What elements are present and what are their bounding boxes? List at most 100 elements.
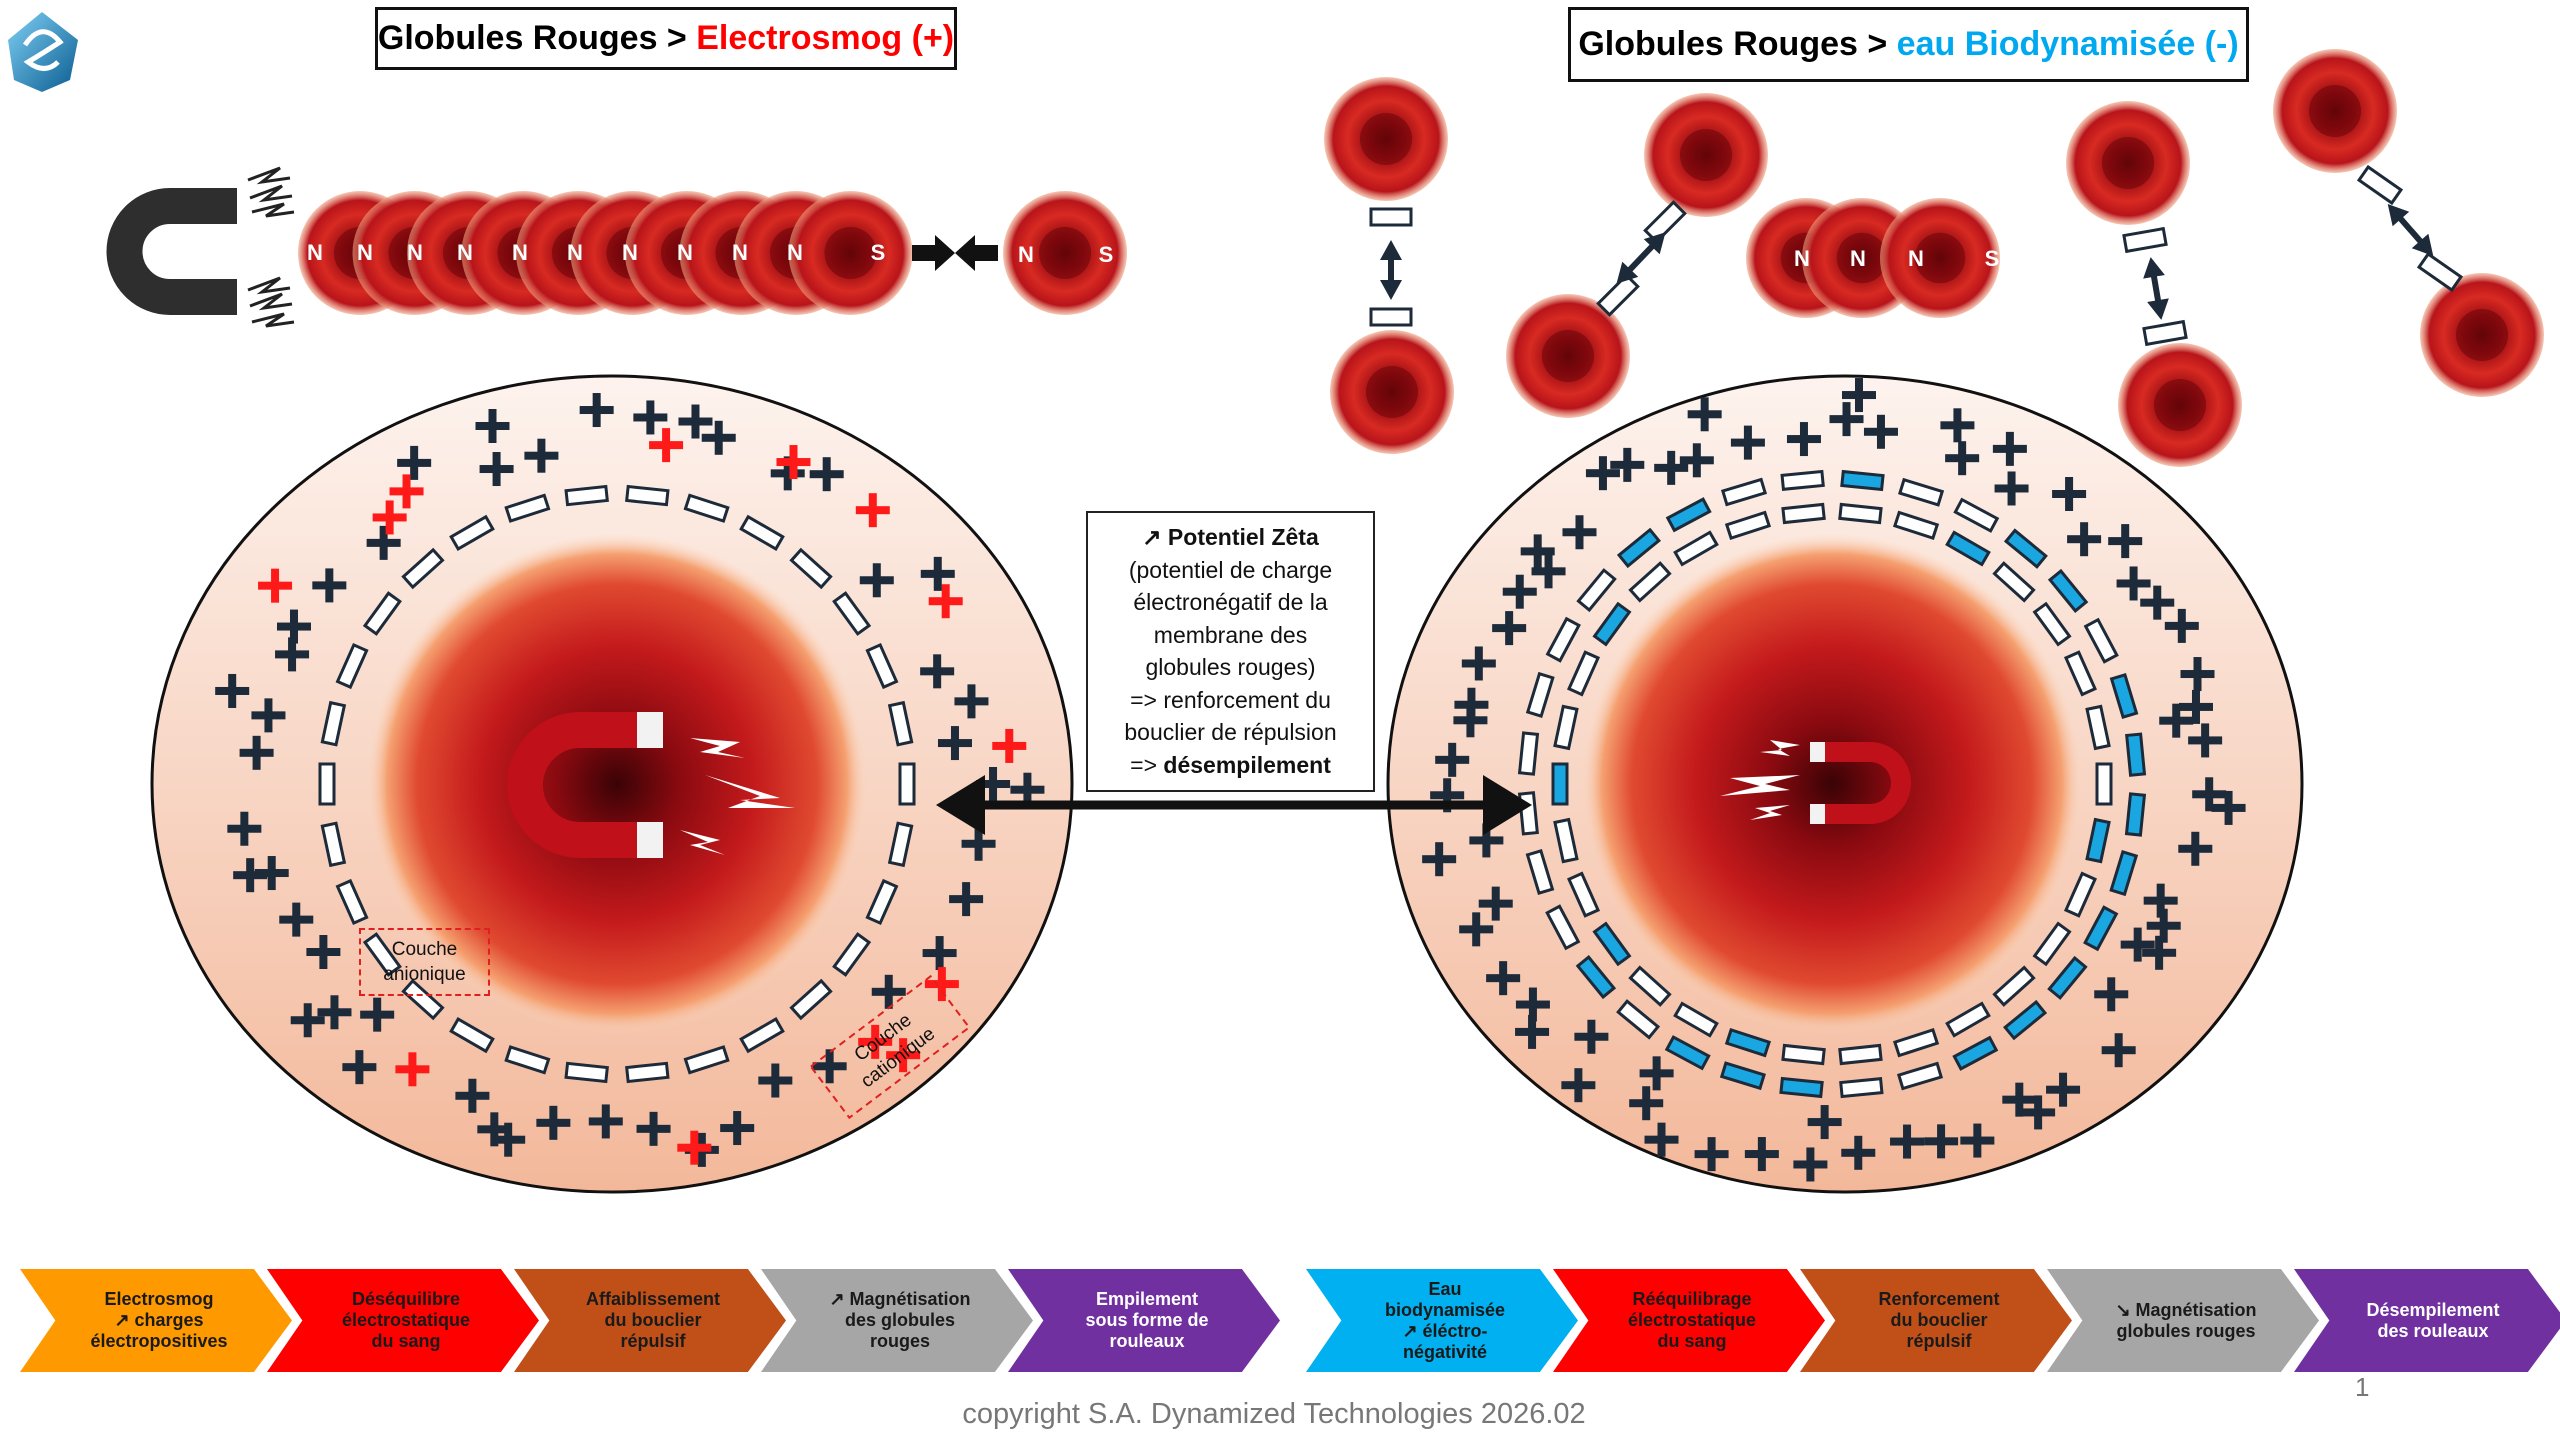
red-blood-cell [1003,191,1127,315]
positive-charge [1454,687,1489,722]
process-step-text: du sang [371,1331,441,1351]
positive-charge [636,1111,671,1146]
red-blood-cell [1644,93,1768,217]
process-step-text: ↗ Magnétisation [829,1289,971,1309]
positive-charge [1841,378,1876,413]
positive-charge [276,609,311,644]
positive-charge [312,568,347,603]
positive-charge [1515,987,1550,1022]
zeta-potential-info-box: ↗ Potentiel Zêta (potentiel de charge él… [1086,511,1375,792]
positive-charge [455,1078,490,1113]
negative-charge [625,1061,670,1084]
negative-charge [564,1061,609,1084]
negative-charge [2085,704,2111,751]
process-step: Electrosmog ↗ charges électropositives [20,1269,292,1372]
process-step: ↘ Magnétisation globules rouges [2047,1269,2319,1372]
negative-charge [1952,1035,1999,1071]
positive-charge [920,556,955,591]
negative-charge [887,821,914,868]
positive-charge [633,400,668,435]
pole-label: S [871,240,886,265]
positive-charge [1890,1124,1925,1159]
positive-charge [2002,1082,2037,1117]
copyright: copyright S.A. Dynamized Technologies 20… [962,1398,1586,1430]
positive-charge [536,1105,571,1140]
positive-charge [920,654,955,689]
negative-charge [865,878,899,926]
positive-charge [290,1003,325,1038]
positive-charge [2192,777,2227,812]
negative-charge [683,1045,730,1075]
process-step-text: Electrosmog [104,1289,214,1309]
process-step-text: des globules [844,1310,956,1330]
positive-charge [215,673,250,708]
process-step-text: sous forme de [1085,1310,1209,1330]
positive-charge [2116,566,2151,601]
process-step-text: électrostatique [1627,1310,1757,1330]
process-step: Empilement sous forme de rouleaux [1008,1269,1280,1372]
negative-charge [2083,617,2119,664]
negative-charge [1545,616,1581,663]
process-step: Déséquilibre électrostatique du sang [267,1269,539,1372]
positive-charge [1960,1123,1995,1158]
positive-charge [758,1063,793,1098]
negative-charge [1781,502,1826,525]
pole-label: N [457,240,473,265]
title-left-highlight: Electrosmog (+) [696,19,955,57]
info-box-line: => [1130,751,1164,778]
positive-charge [678,404,713,439]
positive-charge [2188,723,2223,758]
positive-charge [1644,1122,1679,1157]
pole-label: N [1018,242,1034,267]
anionic-label-line: Couche [391,939,458,960]
positive-charge [1520,534,1555,569]
positive-charge [1694,1137,1729,1172]
positive-charge [1515,1014,1550,1049]
positive-charge [1639,1056,1674,1091]
positive-charge [2101,1033,2136,1068]
lightning-icon [680,738,795,855]
red-blood-cell [788,191,913,315]
positive-charge [1486,961,1521,996]
positive-charge [2143,883,2178,918]
negative-charge [401,547,445,590]
positive-charge [1435,742,1470,777]
process-step-text: du sang [1657,1331,1727,1351]
negative-charge [2124,792,2147,837]
process-step-text: négativité [1402,1341,1487,1362]
process-step-text: ↗ charges [114,1310,204,1330]
positive-charge [937,726,972,761]
negative-charge [1673,530,1719,567]
negative-charge [1596,273,1640,317]
positive-charge [1994,471,2029,506]
positive-charge [2142,935,2177,970]
negative-charge [2063,650,2097,697]
positive-charge [871,974,906,1009]
info-box-line: électronégatif de la [1133,589,1328,615]
negative-charge [1724,1027,1772,1058]
positive-charge [1945,441,1980,476]
process-step-text: ↘ Magnétisation [2115,1299,2257,1320]
title-right-highlight: eau Biodynamisée (-) [1896,25,2239,63]
positive-charge [477,1112,512,1147]
negative-charge [320,821,347,868]
negative-charge [1953,497,2000,533]
positive-charge [1654,450,1689,485]
negative-charge [1592,601,1632,647]
process-step: Renforcement du bouclier répulsif [1800,1269,2072,1372]
positive-charge [1430,778,1465,813]
info-box-line: (potentiel de charge [1128,556,1333,583]
positive-charge [233,858,268,893]
right-red-blood-cell-large [1582,534,2082,1034]
negative-charge [1724,510,1772,541]
negative-charge [1545,904,1581,951]
double-arrow [936,775,1532,835]
negative-charge [449,1017,495,1054]
positive-charge [1829,402,1864,437]
red-blood-cell [2420,273,2544,397]
negative-charge [1525,671,1555,718]
negative-charge [2356,164,2404,206]
positive-charge [2178,689,2213,724]
negative-charge [1517,791,1539,836]
